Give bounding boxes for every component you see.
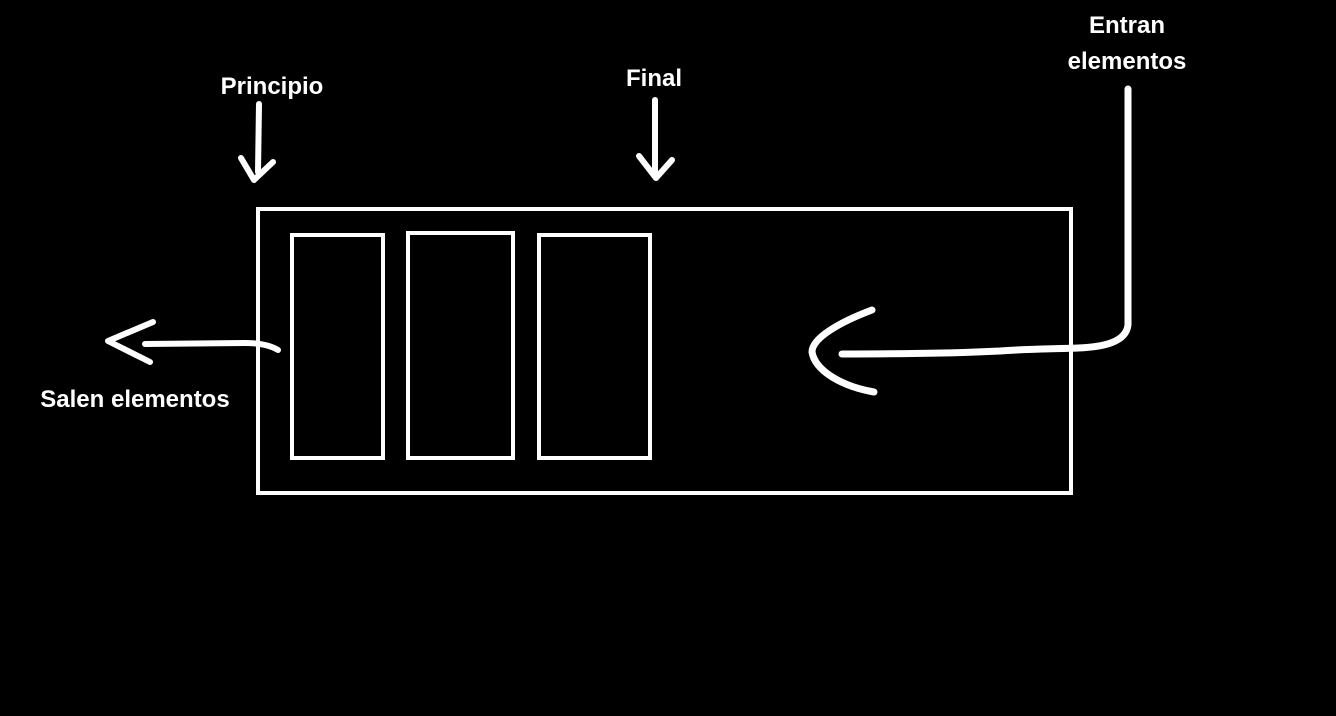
label-entran-line2: elementos [1068,48,1187,75]
label-principio: Principio [221,73,324,100]
principio-arrow [238,101,276,183]
queue-element-1 [290,233,385,460]
final-arrow [636,97,675,181]
queue-element-2 [406,231,515,460]
label-final: Final [626,65,682,92]
salen-arrow [105,319,281,365]
label-entran-line1: Entran [1089,12,1165,39]
entran-arrow [808,85,1132,396]
label-salen: Salen elementos [40,386,229,413]
queue-element-3 [537,233,652,460]
